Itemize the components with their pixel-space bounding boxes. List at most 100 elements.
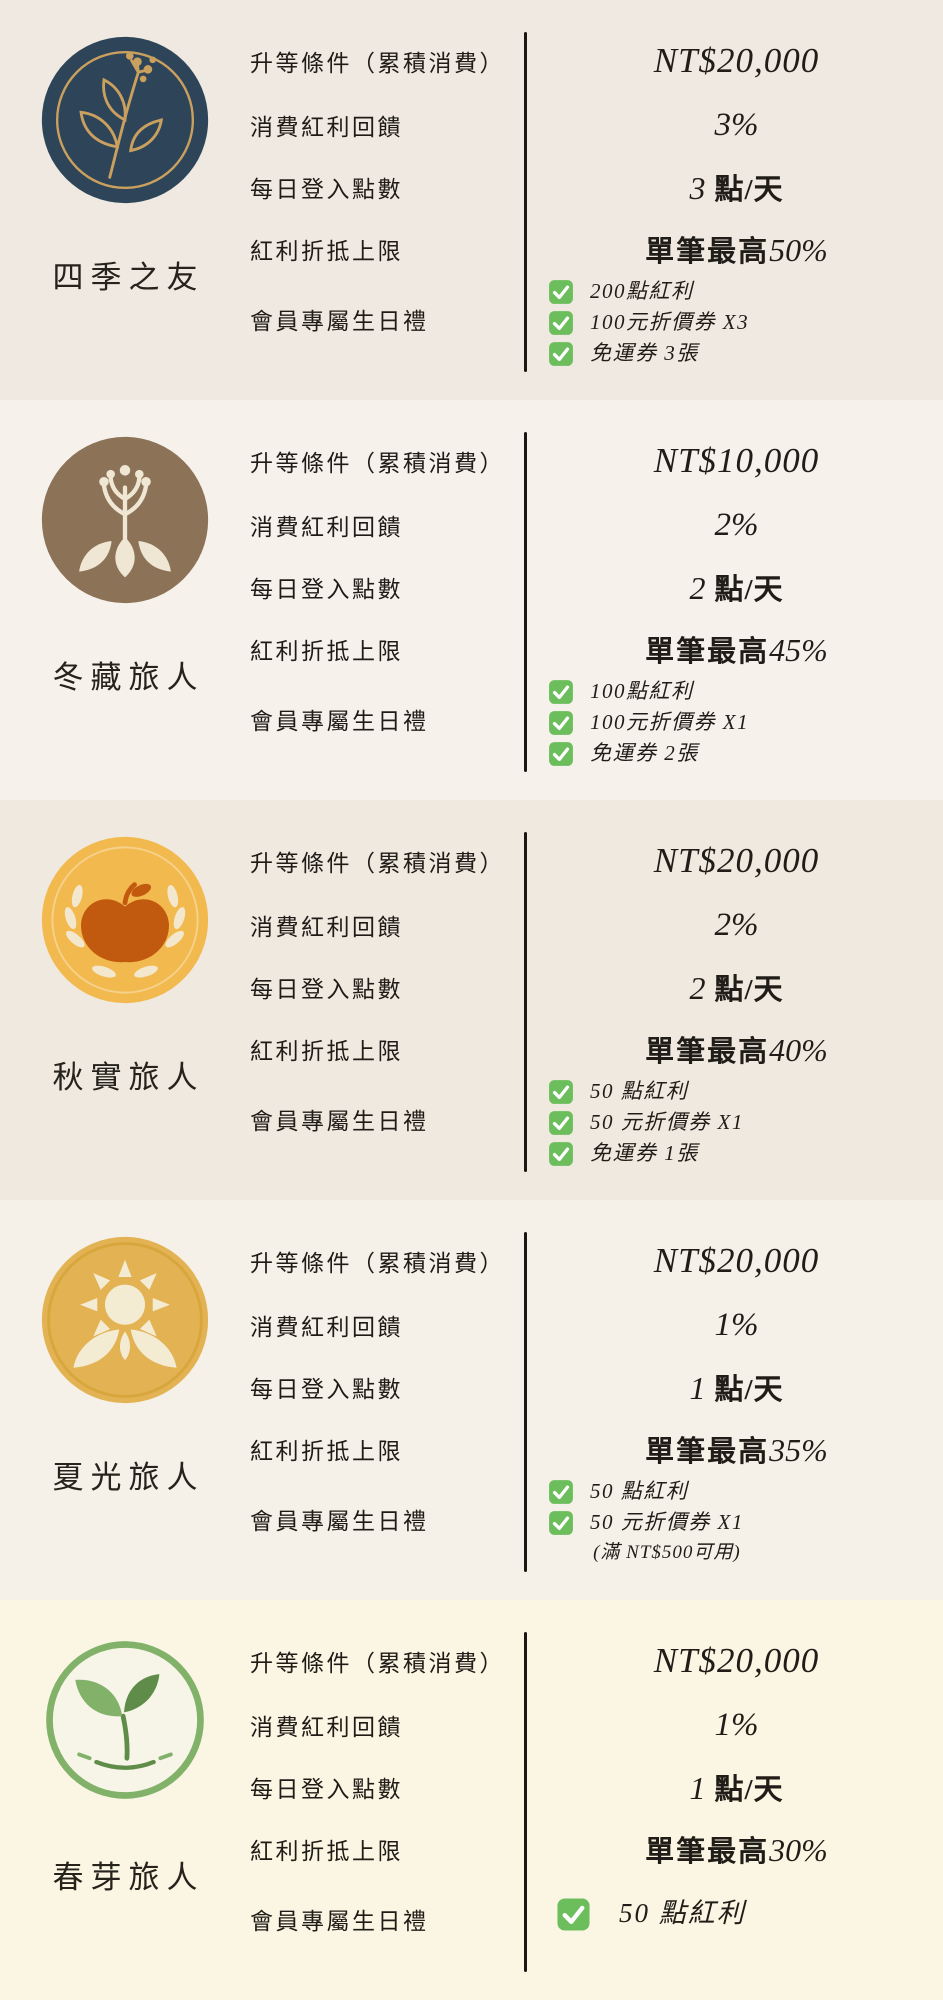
tier-section: 秋實旅人 升等條件（累積消費） 消費紅利回饋 每日登入點數 紅利折抵上限 會員專…	[0, 800, 943, 1200]
gift-item: 50 點紅利	[548, 1078, 943, 1105]
gift-item: 50 點紅利	[548, 1478, 943, 1505]
gift-note: (滿 NT$500可用)	[593, 1542, 741, 1564]
tier-section: 春芽旅人 升等條件（累積消費） 消費紅利回饋 每日登入點數 紅利折抵上限 會員專…	[0, 1600, 943, 2000]
cap-prefix: 單筆最高	[645, 1436, 770, 1468]
tier-badge	[39, 434, 211, 606]
daily-points-number: 3	[689, 170, 706, 206]
benefit-labels-column: 升等條件（累積消費） 消費紅利回饋 每日登入點數 紅利折抵上限 會員專屬生日禮	[250, 28, 520, 400]
gift-label: 100元折價券 X3	[590, 310, 750, 334]
winter-tree-icon	[41, 436, 209, 604]
gift-item: 50 點紅利	[556, 1896, 943, 1932]
label-rebate-cap: 紅利折抵上限	[250, 639, 403, 664]
label-daily-login-points: 每日登入點數	[250, 577, 403, 602]
tier-name: 夏光旅人	[52, 1460, 205, 1495]
value-rebate-percent: 2%	[714, 506, 759, 543]
label-rebate-cap: 紅利折抵上限	[250, 239, 403, 264]
tier-badge	[39, 1634, 211, 1806]
benefit-values-column: NT$20,000 1% 1 點/天 單筆最高30% 50 點紅利	[530, 1628, 943, 2000]
gift-item: 50 元折價券 X1 (滿 NT$500可用)	[548, 1509, 943, 1564]
gift-label: 免運券 2張	[590, 741, 699, 765]
gift-text: 50 點紅利	[619, 1896, 746, 1931]
gift-label: 100點紅利	[590, 679, 694, 703]
tier-badge	[39, 1234, 211, 1406]
value-rebate-percent: 1%	[714, 1706, 759, 1743]
value-rebate-cap: 單筆最高40%	[645, 1028, 828, 1070]
gift-list: 50 點紅利 50 元折價券 X1 (滿 NT$500可用)	[548, 1478, 943, 1564]
tier-section: 冬藏旅人 升等條件（累積消費） 消費紅利回饋 每日登入點數 紅利折抵上限 會員專…	[0, 400, 943, 800]
daily-points-number: 1	[689, 1370, 706, 1406]
tier-name: 春芽旅人	[52, 1860, 205, 1895]
gift-label: 免運券 1張	[590, 1141, 699, 1165]
value-rebate-cap: 單筆最高30%	[645, 1828, 828, 1870]
daily-points-number: 2	[689, 570, 706, 606]
label-daily-login-points: 每日登入點數	[250, 1777, 403, 1802]
gift-text: 100點紅利	[590, 678, 694, 704]
label-rebate-cap: 紅利折抵上限	[250, 1439, 403, 1464]
benefit-values-column: NT$20,000 3% 3 點/天 單筆最高50% 200點紅利	[530, 28, 943, 400]
tier-badge	[39, 834, 211, 1006]
label-rebate: 消費紅利回饋	[250, 1315, 403, 1340]
label-rebate: 消費紅利回饋	[250, 515, 403, 540]
checkbox-checked-icon	[548, 741, 574, 767]
value-daily-points: 1 點/天	[689, 1366, 783, 1408]
tier-section: 夏光旅人 升等條件（累積消費） 消費紅利回饋 每日登入點數 紅利折抵上限 會員專…	[0, 1200, 943, 1600]
gift-text: 50 點紅利	[590, 1078, 688, 1104]
value-upgrade-threshold: NT$20,000	[653, 1241, 820, 1280]
vertical-divider	[523, 32, 527, 372]
benefit-values-column: NT$10,000 2% 2 點/天 單筆最高45% 100點紅利	[530, 428, 943, 800]
gift-label: 免運券 3張	[590, 341, 699, 365]
gift-label: 100元折價券 X1	[590, 710, 750, 734]
gift-list: 200點紅利 100元折價券 X3 免運券 3張	[548, 278, 943, 367]
divider-column	[520, 1628, 530, 2000]
daily-points-unit: 點/天	[714, 974, 784, 1006]
gift-item: 100點紅利	[548, 678, 943, 705]
checkbox-checked-icon	[548, 1479, 574, 1505]
value-daily-points: 2 點/天	[689, 966, 783, 1008]
vertical-divider	[523, 432, 527, 772]
label-upgrade-condition: 升等條件（累積消費）	[250, 451, 505, 476]
spring-sprout-icon	[46, 1641, 204, 1799]
tier-badge	[39, 34, 211, 206]
cap-percent: 50%	[769, 232, 828, 268]
gift-text: 50 元折價券 X1 (滿 NT$500可用)	[590, 1509, 744, 1564]
checkbox-checked-icon	[548, 710, 574, 736]
gift-text: 200點紅利	[590, 278, 694, 304]
label-birthday-gift: 會員專屬生日禮	[250, 1109, 429, 1134]
gift-label: 200點紅利	[590, 279, 694, 303]
label-upgrade-condition: 升等條件（累積消費）	[250, 51, 505, 76]
benefit-labels-column: 升等條件（累積消費） 消費紅利回饋 每日登入點數 紅利折抵上限 會員專屬生日禮	[250, 428, 520, 800]
gift-item: 200點紅利	[548, 278, 943, 305]
value-daily-points: 2 點/天	[689, 566, 783, 608]
value-upgrade-threshold: NT$20,000	[653, 841, 820, 880]
checkbox-checked-icon	[548, 1141, 574, 1167]
daily-points-number: 2	[689, 970, 706, 1006]
gift-text: 免運券 1張	[590, 1140, 699, 1166]
checkbox-checked-icon	[556, 1897, 591, 1932]
label-rebate-cap: 紅利折抵上限	[250, 1039, 403, 1064]
value-daily-points: 1 點/天	[689, 1766, 783, 1808]
vertical-divider	[523, 1632, 527, 1972]
tier-section: 四季之友 升等條件（累積消費） 消費紅利回饋 每日登入點數 紅利折抵上限 會員專…	[0, 0, 943, 400]
label-rebate: 消費紅利回饋	[250, 915, 403, 940]
value-upgrade-threshold: NT$20,000	[653, 41, 820, 80]
tier-badge-column: 夏光旅人	[0, 1228, 250, 1600]
daily-points-unit: 點/天	[714, 1374, 784, 1406]
value-upgrade-threshold: NT$10,000	[653, 441, 820, 480]
gift-list: 50 點紅利	[556, 1896, 943, 1932]
label-birthday-gift: 會員專屬生日禮	[250, 1509, 429, 1534]
gift-label: 50 元折價券 X1	[590, 1510, 744, 1534]
tier-name: 冬藏旅人	[52, 660, 205, 695]
four-seasons-branch-icon	[41, 36, 209, 204]
gift-item: 免運券 3張	[548, 340, 943, 367]
gift-item: 免運券 2張	[548, 740, 943, 767]
value-rebate-percent: 2%	[714, 906, 759, 943]
label-birthday-gift: 會員專屬生日禮	[250, 1909, 429, 1934]
divider-column	[520, 828, 530, 1200]
vertical-divider	[523, 1232, 527, 1572]
checkbox-checked-icon	[548, 1510, 574, 1536]
tier-badge-column: 秋實旅人	[0, 828, 250, 1200]
cap-prefix: 單筆最高	[645, 1836, 770, 1868]
label-daily-login-points: 每日登入點數	[250, 177, 403, 202]
cap-prefix: 單筆最高	[645, 1036, 770, 1068]
